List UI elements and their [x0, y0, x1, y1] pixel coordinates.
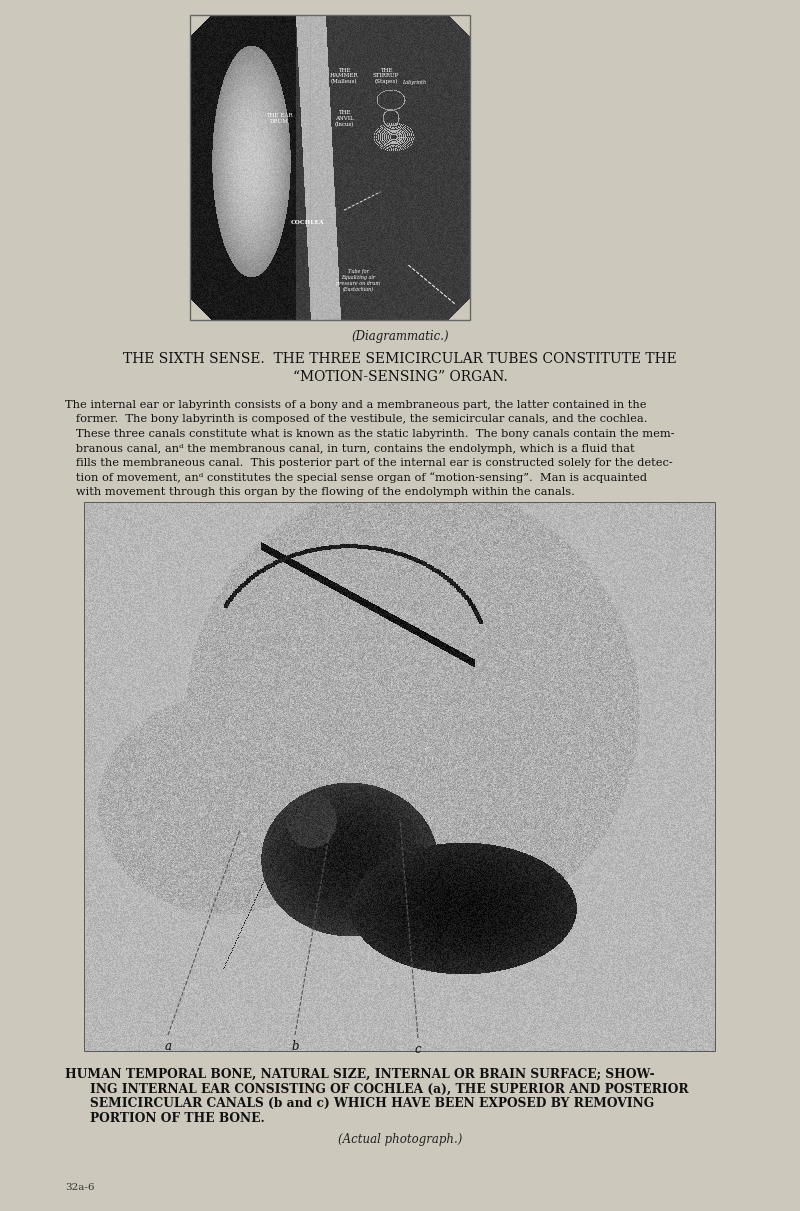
Text: HUMAN TEMPORAL BONE, NATURAL SIZE, INTERNAL OR BRAIN SURFACE; SHOW-: HUMAN TEMPORAL BONE, NATURAL SIZE, INTER… [65, 1068, 654, 1081]
Text: THE
ANVIL
(Incus): THE ANVIL (Incus) [334, 110, 354, 127]
Text: Labyrinth: Labyrinth [402, 80, 426, 85]
Text: THE
HAMMER
(Malleus): THE HAMMER (Malleus) [330, 68, 358, 85]
Text: (Diagrammatic.): (Diagrammatic.) [351, 331, 449, 343]
Text: ING INTERNAL EAR CONSISTING OF COCHLEA (a), THE SUPERIOR AND POSTERIOR: ING INTERNAL EAR CONSISTING OF COCHLEA (… [90, 1083, 689, 1096]
Text: (Actual photograph.): (Actual photograph.) [338, 1133, 462, 1146]
Text: tion of movement, anᵈ constitutes the special sense organ of “motion-sensing”.  : tion of movement, anᵈ constitutes the sp… [65, 472, 647, 483]
Text: Tube for
Equalizing air
pressure on drum
(Eustachian): Tube for Equalizing air pressure on drum… [336, 269, 380, 292]
Text: fills the membraneous canal.  This posterior part of the internal ear is constru: fills the membraneous canal. This poster… [65, 458, 673, 467]
FancyBboxPatch shape [85, 503, 715, 1051]
Text: 32a-6: 32a-6 [65, 1183, 94, 1192]
Text: branous canal, anᵈ the membranous canal, in turn, contains the endolymph, which : branous canal, anᵈ the membranous canal,… [65, 443, 634, 453]
Text: SEMICIRCULAR CANALS (b and c) WHICH HAVE BEEN EXPOSED BY REMOVING: SEMICIRCULAR CANALS (b and c) WHICH HAVE… [90, 1097, 654, 1110]
Text: These three canals constitute what is known as the static labyrinth.  The bony c: These three canals constitute what is kn… [65, 429, 674, 440]
Text: THE EAR
DRUM: THE EAR DRUM [266, 114, 293, 124]
Text: c: c [414, 1043, 422, 1056]
Text: with movement through this organ by the flowing of the endolymph within the cana: with movement through this organ by the … [65, 487, 575, 497]
Text: COCHLEA: COCHLEA [291, 220, 324, 225]
Text: a: a [165, 1040, 171, 1052]
Text: b: b [291, 1040, 298, 1052]
Text: THE SIXTH SENSE.  THE THREE SEMICIRCULAR TUBES CONSTITUTE THE: THE SIXTH SENSE. THE THREE SEMICIRCULAR … [123, 352, 677, 366]
Text: THE
STIRRUP
(Stapes): THE STIRRUP (Stapes) [373, 68, 399, 85]
Text: former.  The bony labyrinth is composed of the vestibule, the semicircular canal: former. The bony labyrinth is composed o… [65, 414, 647, 425]
Text: PORTION OF THE BONE.: PORTION OF THE BONE. [90, 1112, 265, 1125]
Text: The internal ear or labyrinth consists of a bony and a membraneous part, the lat: The internal ear or labyrinth consists o… [65, 400, 646, 411]
Text: “MOTION-SENSING” ORGAN.: “MOTION-SENSING” ORGAN. [293, 371, 507, 384]
